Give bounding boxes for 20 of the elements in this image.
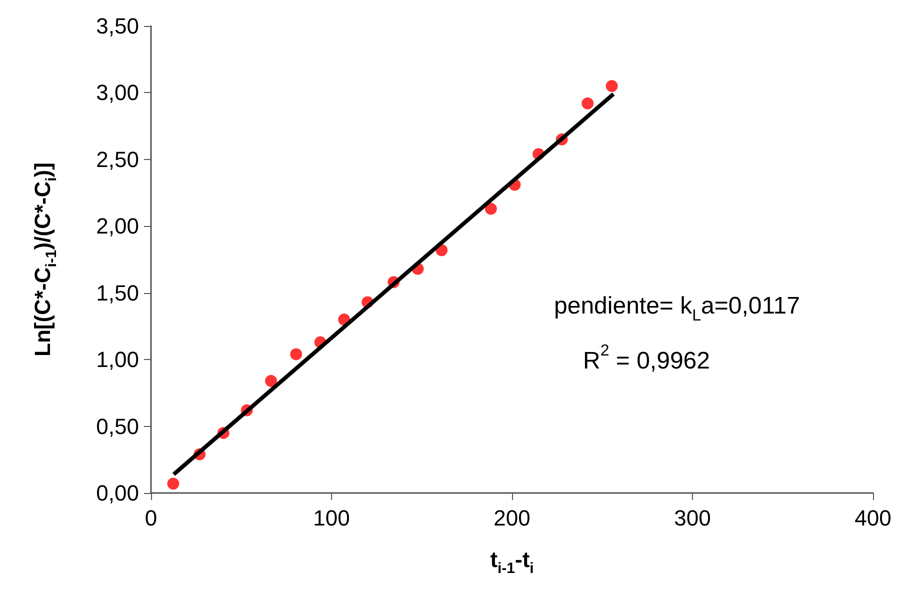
y-tick-label: 3,50 [96,14,139,38]
y-tick-label: 2,50 [96,146,139,172]
point [606,80,618,92]
y-tick-label: 0,00 [96,480,139,506]
y-tick-label: 1,00 [96,347,139,372]
x-tick-label: 200 [494,506,530,530]
x-tick-label: 400 [854,506,892,530]
y-tick-label: 2,00 [96,214,139,239]
point [290,348,302,360]
x-tick-label: 100 [313,506,350,530]
y-tick-label: 3,00 [96,80,139,106]
x-tick-label: 0 [144,506,158,530]
point [167,478,180,490]
point [582,97,594,110]
point [265,374,278,387]
y-tick-label: 1,50 [96,280,139,306]
y-tick-label: 0,50 [96,414,139,439]
y-axis-title: Ln[(C*-Ci-1)/(C*-Ci)] [30,162,60,356]
point [484,202,497,215]
x-tick-label: 300 [674,506,711,530]
